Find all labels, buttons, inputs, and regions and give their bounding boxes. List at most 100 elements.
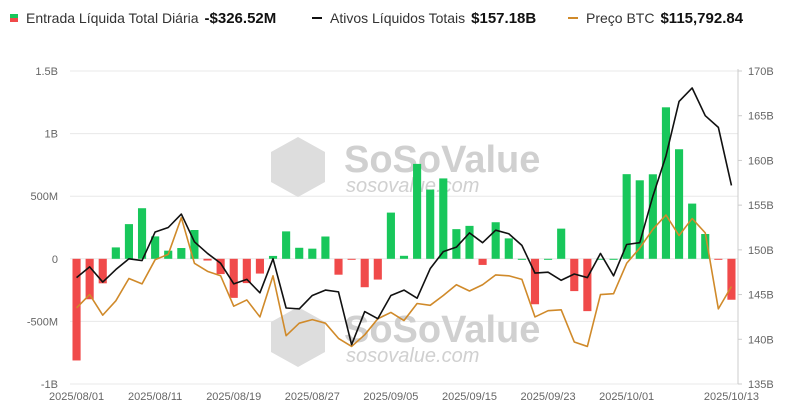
inflow-bar[interactable] <box>714 258 723 260</box>
inflow-bar[interactable] <box>151 236 160 259</box>
legend: Entrada Líquida Total Diária -$326.52M A… <box>0 0 788 36</box>
legend-btc-label: Preço BTC <box>586 10 655 26</box>
y-right-tick-label: 170B <box>748 66 774 78</box>
x-tick-label: 2025/09/15 <box>442 391 497 403</box>
y-right-tick-label: 165B <box>748 111 774 123</box>
inflow-bar[interactable] <box>386 212 395 259</box>
legend-inflow-label: Entrada Líquida Total Diária <box>26 10 199 26</box>
inflow-bar[interactable] <box>216 258 225 275</box>
inflow-bar[interactable] <box>72 258 81 361</box>
inflow-bar[interactable] <box>557 228 566 259</box>
inflow-bar[interactable] <box>688 203 697 259</box>
legend-assets[interactable]: Ativos Líquidos Totais $157.18B <box>312 8 536 28</box>
x-tick-label: 2025/08/01 <box>49 391 104 403</box>
y-right-tick-label: 135B <box>748 379 774 391</box>
inflow-bar[interactable] <box>622 174 631 259</box>
legend-assets-label: Ativos Líquidos Totais <box>330 10 466 26</box>
inflow-bar[interactable] <box>124 224 133 259</box>
inflow-bar[interactable] <box>530 258 540 305</box>
inflow-bar[interactable] <box>268 255 278 259</box>
inflow-bar[interactable] <box>360 258 369 288</box>
y-left-tick-label: 500M <box>30 191 58 203</box>
assets-legend-line-icon <box>312 17 322 19</box>
inflow-bar[interactable] <box>596 258 605 260</box>
inflow-bar[interactable] <box>190 230 199 259</box>
watermark-site: sosovalue.com <box>346 175 479 197</box>
x-axis: 2025/08/01 2025/08/11 2025/08/19 2025/08/27… <box>49 391 759 403</box>
legend-btc[interactable]: Preço BTC $115,792.84 <box>568 8 743 28</box>
inflow-bar[interactable] <box>334 258 343 275</box>
watermark-brand: SoSoValue <box>344 309 540 351</box>
inflow-bar[interactable] <box>583 258 592 312</box>
y-right-tick-label: 160B <box>748 155 774 167</box>
btc-price-line[interactable] <box>75 214 733 348</box>
inflow-bar[interactable] <box>491 222 500 259</box>
inflow-bar[interactable] <box>295 247 304 259</box>
series-lines <box>75 87 733 348</box>
watermark-bottom: SoSoValue sosovalue.com <box>271 307 540 367</box>
x-tick-label: 2025/09/23 <box>521 391 576 403</box>
inflow-bar[interactable] <box>413 163 422 259</box>
watermark-brand: SoSoValue <box>344 139 540 181</box>
inflow-bar[interactable] <box>111 247 120 259</box>
inflow-bar[interactable] <box>373 258 382 280</box>
y-right-tick-label: 145B <box>748 290 774 302</box>
inflow-bar[interactable] <box>478 258 487 265</box>
y-axis-right: 170B 165B 160B 155B 150B 145B 140B 135B <box>737 66 774 391</box>
total-assets-line[interactable] <box>76 87 733 346</box>
inflow-bar[interactable] <box>517 258 526 260</box>
inflow-bar[interactable] <box>452 229 461 259</box>
watermark-top: SoSoValue sosovalue.com <box>271 137 540 197</box>
legend-inflow-value: -$326.52M <box>204 9 277 27</box>
y-left-tick-label: -1B <box>41 379 58 391</box>
x-tick-label: 2025/10/01 <box>599 391 654 403</box>
inflow-bar[interactable] <box>570 258 579 292</box>
inflow-bar[interactable] <box>308 248 317 259</box>
y-left-tick-label: 1B <box>45 129 58 141</box>
legend-inflow[interactable]: Entrada Líquida Total Diária -$326.52M <box>10 8 276 28</box>
watermark-logo-icon <box>271 137 325 197</box>
inflow-bar[interactable] <box>321 236 330 259</box>
inflow-bar[interactable] <box>544 258 553 260</box>
legend-assets-value: $157.18B <box>471 9 537 27</box>
x-tick-label: 2025/08/27 <box>285 391 340 403</box>
y-right-tick-label: 155B <box>748 200 774 212</box>
inflow-bar[interactable] <box>465 225 474 259</box>
y-left-tick-label: 0 <box>52 254 58 266</box>
inflow-bar[interactable] <box>661 107 671 259</box>
inflow-bar[interactable] <box>177 248 186 259</box>
inflow-bars <box>72 107 736 361</box>
y-right-tick-label: 140B <box>748 334 774 346</box>
inflow-bar[interactable] <box>137 208 147 259</box>
inflow-bar[interactable] <box>399 255 409 259</box>
x-tick-label: 2025/09/05 <box>363 391 418 403</box>
inflow-bar[interactable] <box>701 234 710 259</box>
inflow-bar[interactable] <box>282 231 291 259</box>
x-tick-label: 2025/08/19 <box>206 391 261 403</box>
inflow-bar[interactable] <box>504 238 513 259</box>
inflow-bar[interactable] <box>648 174 657 259</box>
inflow-bar[interactable] <box>242 258 251 284</box>
inflow-bar[interactable] <box>426 189 435 259</box>
y-left-tick-label: -500M <box>27 316 58 328</box>
inflow-bar[interactable] <box>347 258 356 260</box>
legend-btc-value: $115,792.84 <box>660 9 744 27</box>
inflow-bar[interactable] <box>98 258 107 284</box>
inflow-bar[interactable] <box>85 258 94 300</box>
x-tick-label: 2025/10/13 <box>704 391 759 403</box>
inflow-bar[interactable] <box>609 258 618 260</box>
inflow-bar[interactable] <box>727 258 736 300</box>
inflow-bar[interactable] <box>439 178 448 259</box>
y-right-tick-label: 150B <box>748 245 774 257</box>
inflow-bar[interactable] <box>229 258 238 298</box>
btc-legend-line-icon <box>568 17 578 19</box>
inflow-bar[interactable] <box>203 258 212 261</box>
x-tick-label: 2025/08/11 <box>128 391 182 403</box>
y-axis-left: 1.5B 1B 500M 0 -500M -1B <box>27 66 58 391</box>
inflow-bar[interactable] <box>635 180 644 259</box>
inflow-bar[interactable] <box>255 258 264 274</box>
inflow-bar[interactable] <box>675 149 684 259</box>
watermark-site: sosovalue.com <box>346 345 479 367</box>
inflow-legend-swatch-icon <box>10 14 18 22</box>
